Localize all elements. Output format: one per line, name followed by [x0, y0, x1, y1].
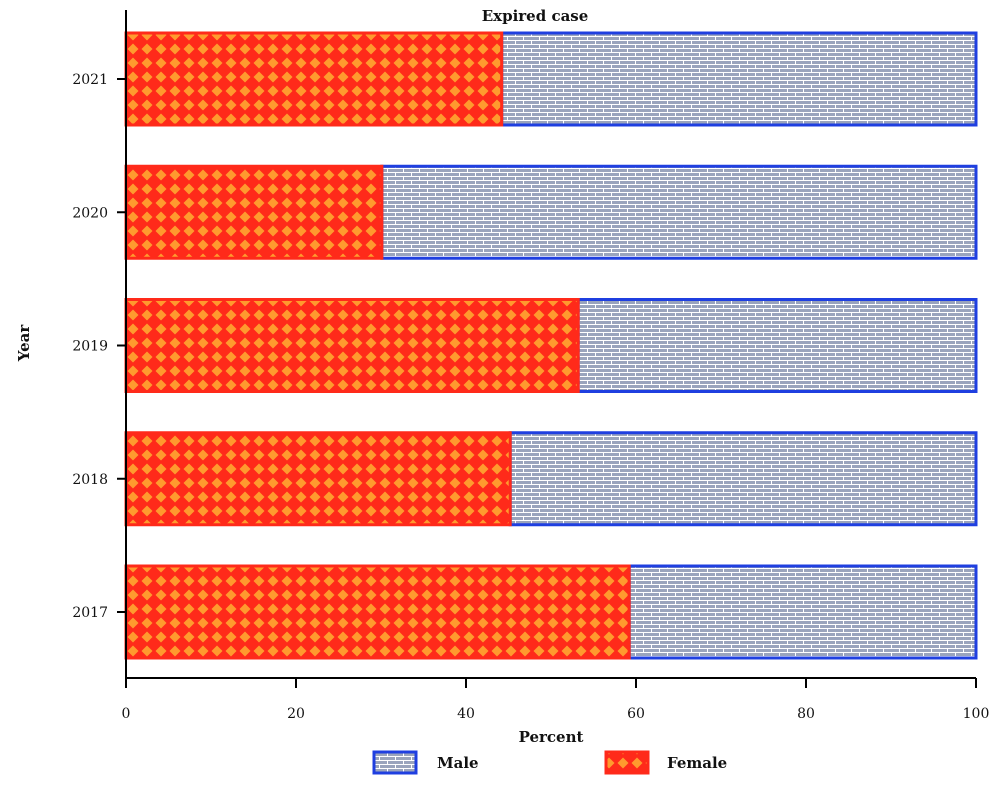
legend-label-male: Male — [437, 754, 479, 772]
bar-female-2018 — [124, 431, 512, 527]
x-tick-label-20: 20 — [287, 706, 305, 722]
bar-female-2021 — [124, 31, 504, 127]
x-tick-label-80: 80 — [797, 706, 815, 722]
legend: Male Female — [372, 750, 727, 775]
x-ticks-group: 0 20 40 60 80 100 — [122, 678, 990, 722]
bar-male-2021 — [500, 31, 978, 127]
legend-swatch-male — [372, 750, 418, 775]
x-tick-label-0: 0 — [122, 706, 131, 722]
y-axis-title: Year — [15, 324, 33, 363]
chart-title: Expired case — [482, 7, 589, 25]
bar-male-2020 — [380, 164, 978, 260]
bar-male-2019 — [576, 298, 978, 393]
x-axis-title: Percent — [519, 728, 584, 746]
y-tick-label-2019: 2019 — [72, 339, 108, 355]
x-tick-label-60: 60 — [627, 706, 645, 722]
y-tick-label-2020: 2020 — [72, 205, 108, 221]
bars-group — [124, 31, 978, 660]
bar-female-2020 — [124, 164, 384, 260]
y-tick-label-2017: 2017 — [72, 605, 108, 621]
legend-label-female: Female — [667, 754, 727, 772]
bar-female-2019 — [124, 298, 580, 393]
y-ticks-group: 2021 2020 2019 2018 2017 — [72, 72, 126, 621]
x-tick-label-100: 100 — [963, 706, 990, 722]
x-tick-label-40: 40 — [457, 706, 475, 722]
y-tick-label-2018: 2018 — [72, 472, 108, 488]
y-tick-label-2021: 2021 — [72, 72, 108, 88]
bar-male-2018 — [508, 431, 978, 527]
bar-female-2017 — [124, 564, 631, 660]
legend-swatch-female — [604, 750, 650, 775]
bar-male-2017 — [627, 564, 978, 660]
